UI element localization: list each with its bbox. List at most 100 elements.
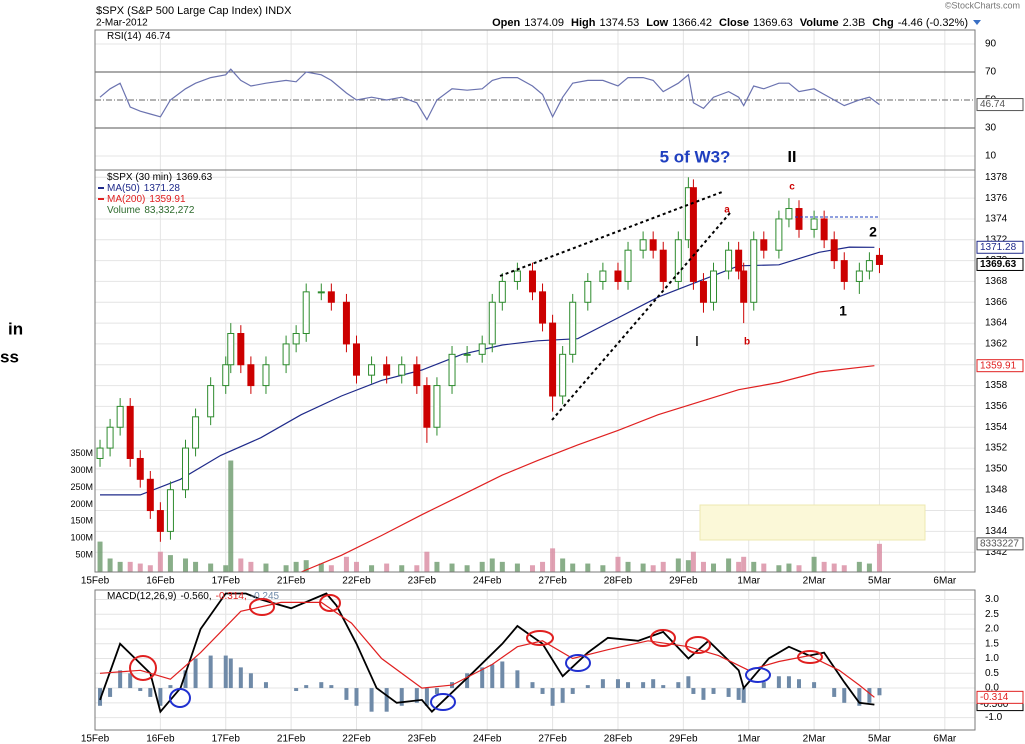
volume-bar — [831, 563, 837, 572]
x-tick-label: 28Feb — [604, 734, 633, 744]
stat-label: Chg — [872, 17, 893, 29]
y-tick-label: 1348 — [985, 484, 1008, 495]
x-tick-label: 24Feb — [473, 576, 502, 587]
legend: RSI(14) 46.74 — [107, 31, 171, 42]
x-tick-label: 23Feb — [408, 734, 437, 744]
histogram-bar — [585, 685, 590, 689]
candle-body — [292, 333, 300, 345]
histogram-bar — [600, 679, 605, 689]
volume-bar — [183, 558, 189, 572]
histogram-bar — [248, 673, 253, 689]
candle-body — [207, 385, 215, 418]
candle-body — [689, 187, 697, 282]
y-tick-label: 3.0 — [985, 594, 999, 605]
y-tick-label: 70 — [985, 67, 997, 78]
candle-body — [227, 333, 235, 366]
volume-bar — [776, 565, 782, 572]
histogram-bar — [465, 673, 470, 689]
x-tick-label: 5Mar — [868, 734, 891, 744]
histogram-bar — [414, 688, 419, 703]
value-tag — [976, 537, 1024, 551]
panel-frame — [94, 169, 976, 573]
histogram-bar — [168, 685, 173, 689]
x-tick-label: 17Feb — [212, 734, 241, 744]
volume-bar — [856, 561, 862, 572]
volume-bar — [660, 561, 666, 572]
side-text: in — [8, 319, 23, 338]
y-tick-label: 1372 — [985, 234, 1008, 245]
dropdown-arrow[interactable] — [973, 20, 981, 25]
rsi-line — [99, 68, 880, 121]
x-tick-label: 27Feb — [538, 576, 567, 587]
y-tick-label: 1356 — [985, 401, 1008, 412]
volume-bar — [137, 563, 143, 572]
candle-body — [760, 239, 768, 251]
volume-bar — [489, 558, 495, 572]
y-tick-label: 1350 — [985, 464, 1008, 475]
volume-bar — [328, 565, 334, 572]
y-tick-label: 10 — [985, 151, 997, 162]
volume-bar — [479, 561, 485, 572]
stat-label: Low — [646, 17, 668, 29]
volume-bar — [786, 563, 792, 572]
value-tag — [976, 98, 1024, 112]
candle-body — [795, 208, 803, 230]
stat-label: Open — [492, 17, 520, 29]
volume-bar — [127, 561, 133, 572]
value-tag — [976, 359, 1024, 373]
volume-tick-label: 50M — [75, 549, 93, 559]
histogram-bar — [550, 688, 555, 706]
x-tick-label: 21Feb — [277, 734, 306, 744]
stat-value: -4.46 (-0.32%) — [898, 17, 968, 29]
value-tag — [976, 257, 1024, 271]
stat-label: High — [571, 17, 596, 29]
candle-body — [775, 218, 783, 251]
candle-body — [463, 353, 471, 356]
volume-tick-label: 200M — [70, 499, 93, 509]
chart-title: $SPX (S&P 500 Large Cap Index) INDX — [96, 5, 292, 17]
stat-value: 2.3B — [843, 17, 866, 29]
candle-body — [785, 208, 793, 220]
annotation: 1 — [839, 303, 847, 319]
candle-body — [262, 364, 270, 387]
histogram-bar — [786, 676, 791, 689]
volume-bar — [499, 561, 505, 572]
x-tick-label: 28Feb — [604, 576, 633, 587]
circle — [319, 594, 341, 612]
histogram-bar — [238, 667, 243, 689]
candle-body — [116, 405, 124, 428]
x-tick-label: 29Feb — [669, 576, 698, 587]
stat-label: Close — [719, 17, 749, 29]
candle-body — [106, 426, 114, 449]
volume-bar — [711, 563, 717, 572]
circle — [685, 636, 711, 654]
y-tick-label: 1376 — [985, 193, 1008, 204]
x-tick-label: 24Feb — [473, 734, 502, 744]
annotation: II — [788, 149, 797, 166]
x-tick-label: 16Feb — [146, 734, 175, 744]
histogram-bar — [797, 679, 801, 689]
volume-bar — [841, 565, 847, 572]
candle-body — [599, 270, 607, 282]
candle-body — [247, 364, 255, 387]
volume-bar — [449, 563, 455, 572]
volume-bar — [414, 565, 420, 572]
x-tick-label: 1Mar — [737, 576, 760, 587]
candle-body — [735, 249, 743, 272]
volume-bar — [167, 555, 173, 572]
circle — [169, 688, 191, 708]
candle-body — [96, 447, 104, 459]
histogram-bar — [867, 688, 872, 703]
histogram-bar — [148, 688, 153, 697]
volume-tick-label: 150M — [70, 516, 93, 526]
y-tick-label: 30 — [985, 123, 997, 134]
histogram-bar — [736, 688, 741, 700]
annotation: 5 of W3? — [660, 147, 731, 166]
histogram-bar — [761, 682, 766, 689]
volume-tick-label: 100M — [70, 533, 93, 543]
y-tick-label: 2.5 — [985, 609, 999, 620]
histogram-bar — [626, 682, 631, 689]
volume-bar — [464, 565, 470, 572]
candle-body — [398, 364, 406, 376]
candle-body — [639, 239, 647, 251]
